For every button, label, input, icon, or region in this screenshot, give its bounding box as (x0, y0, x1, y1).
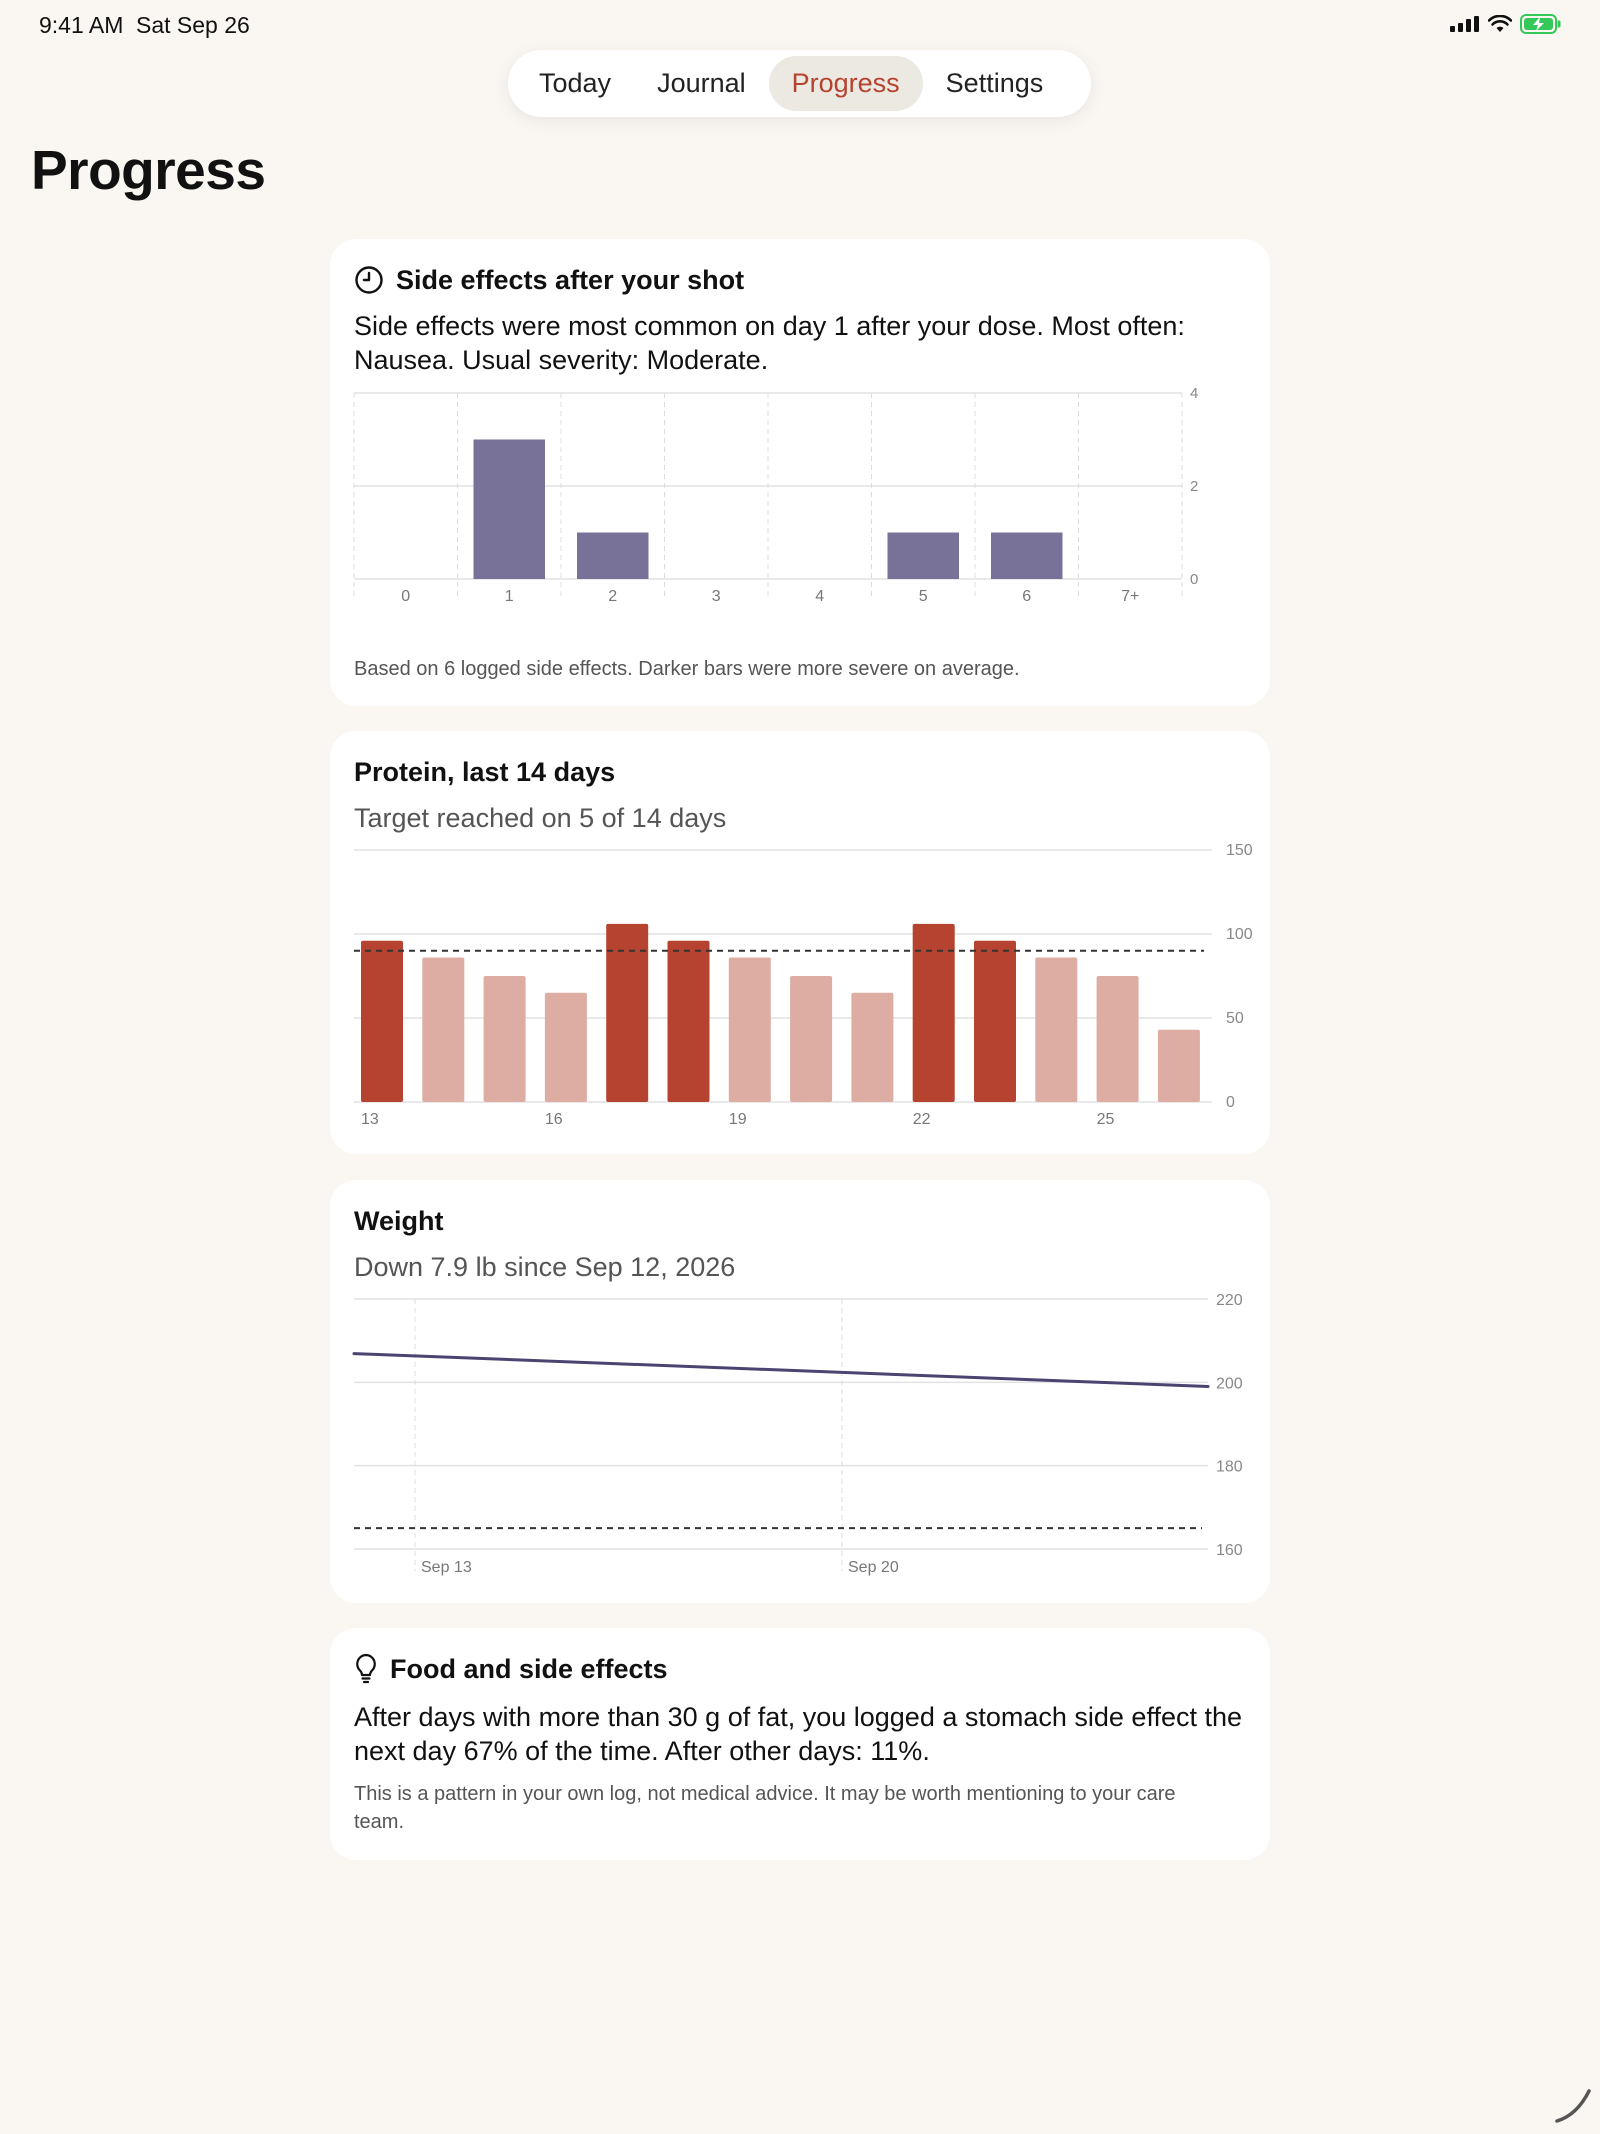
bar (667, 940, 710, 1102)
y-tick-label: 2 (1190, 478, 1198, 495)
x-tick-label: 4 (815, 588, 824, 605)
x-tick-label: 25 (1097, 1111, 1115, 1128)
status-date: Sat Sep 26 (136, 12, 250, 38)
x-tick-label: 0 (401, 588, 410, 605)
protein-chart: 0 50 100 150 13 16 19 22 25 (354, 842, 1253, 1128)
x-tick-label: 19 (729, 1111, 747, 1128)
food-note: This is a pattern in your own log, not m… (354, 1783, 1176, 1833)
x-tick-label: 22 (913, 1111, 931, 1128)
bar (473, 439, 545, 579)
bar (1157, 1029, 1200, 1102)
side-effects-note: Based on 6 logged side effects. Darker b… (354, 658, 1020, 680)
y-tick-label: 160 (1216, 1542, 1243, 1559)
status-time: 9:41 AM (39, 12, 124, 38)
bar (577, 532, 649, 579)
tab-today[interactable]: Today (539, 68, 612, 98)
bar (361, 940, 403, 1102)
bar (544, 992, 587, 1102)
bar (887, 532, 959, 579)
bar (1096, 976, 1139, 1102)
bar (422, 957, 465, 1102)
tab-progress[interactable]: Progress (768, 56, 923, 111)
tab-bar: Today Journal Progress Settings (508, 50, 1091, 117)
y-tick-label: 220 (1216, 1292, 1243, 1309)
clock-icon (355, 266, 383, 294)
food-card: Food and side effects After days with mo… (330, 1628, 1270, 1860)
bar (974, 940, 1016, 1102)
bar (1035, 957, 1078, 1102)
y-tick-label: 4 (1190, 385, 1198, 402)
y-tick-label: 150 (1226, 842, 1253, 859)
bar (606, 923, 649, 1102)
x-tick-label: 16 (545, 1111, 563, 1128)
weight-chart: 160 180 200 220 Sep 13 Sep 20 (352, 1292, 1243, 1576)
bar (483, 976, 526, 1102)
x-tick-label: 6 (1022, 588, 1031, 605)
bar (991, 532, 1063, 579)
x-tick-label: 13 (361, 1111, 379, 1128)
battery-charging-icon (1520, 14, 1561, 34)
x-tick-label: 5 (919, 588, 928, 605)
status-indicators (1450, 14, 1562, 34)
weight-card: Weight Down 7.9 lb since Sep 12, 2026 16… (330, 1180, 1270, 1603)
weight-title: Weight (354, 1205, 444, 1236)
weight-series-line (352, 1352, 1210, 1388)
x-tick-label: Sep 13 (421, 1559, 472, 1576)
bar (790, 976, 833, 1102)
x-tick-label: 2 (608, 588, 617, 605)
page-title: Progress (31, 139, 266, 201)
x-tick-label: Sep 20 (848, 1559, 899, 1576)
bar (912, 923, 955, 1102)
x-tick-label: 3 (712, 588, 721, 605)
lightbulb-icon (356, 1653, 376, 1684)
y-tick-label: 0 (1226, 1094, 1235, 1111)
food-title: Food and side effects (390, 1653, 668, 1684)
side-effects-card: Side effects after your shot Side effect… (330, 239, 1270, 706)
y-tick-label: 50 (1226, 1010, 1244, 1027)
y-tick-label: 0 (1190, 571, 1198, 588)
food-body: After days with more than 30 g of fat, y… (354, 1702, 1243, 1766)
y-tick-label: 100 (1226, 926, 1253, 943)
protein-card: Protein, last 14 days Target reached on … (330, 731, 1270, 1154)
y-tick-label: 200 (1216, 1375, 1243, 1392)
x-tick-label: 1 (505, 588, 514, 605)
side-effects-summary: Side effects were most common on day 1 a… (354, 311, 1185, 375)
bar (728, 957, 771, 1102)
protein-title: Protein, last 14 days (354, 756, 616, 787)
x-tick-label: 7+ (1121, 588, 1139, 605)
weight-subtitle: Down 7.9 lb since Sep 12, 2026 (354, 1252, 736, 1282)
protein-subtitle: Target reached on 5 of 14 days (354, 803, 727, 833)
bar (851, 992, 894, 1102)
side-effects-title: Side effects after your shot (396, 264, 745, 295)
cellular-signal-icon (1450, 16, 1479, 32)
tab-journal[interactable]: Journal (657, 68, 746, 98)
wifi-icon (1488, 15, 1512, 32)
tab-settings[interactable]: Settings (945, 68, 1044, 98)
resize-handle-icon[interactable] (1553, 2085, 1593, 2125)
y-tick-label: 180 (1216, 1459, 1243, 1476)
